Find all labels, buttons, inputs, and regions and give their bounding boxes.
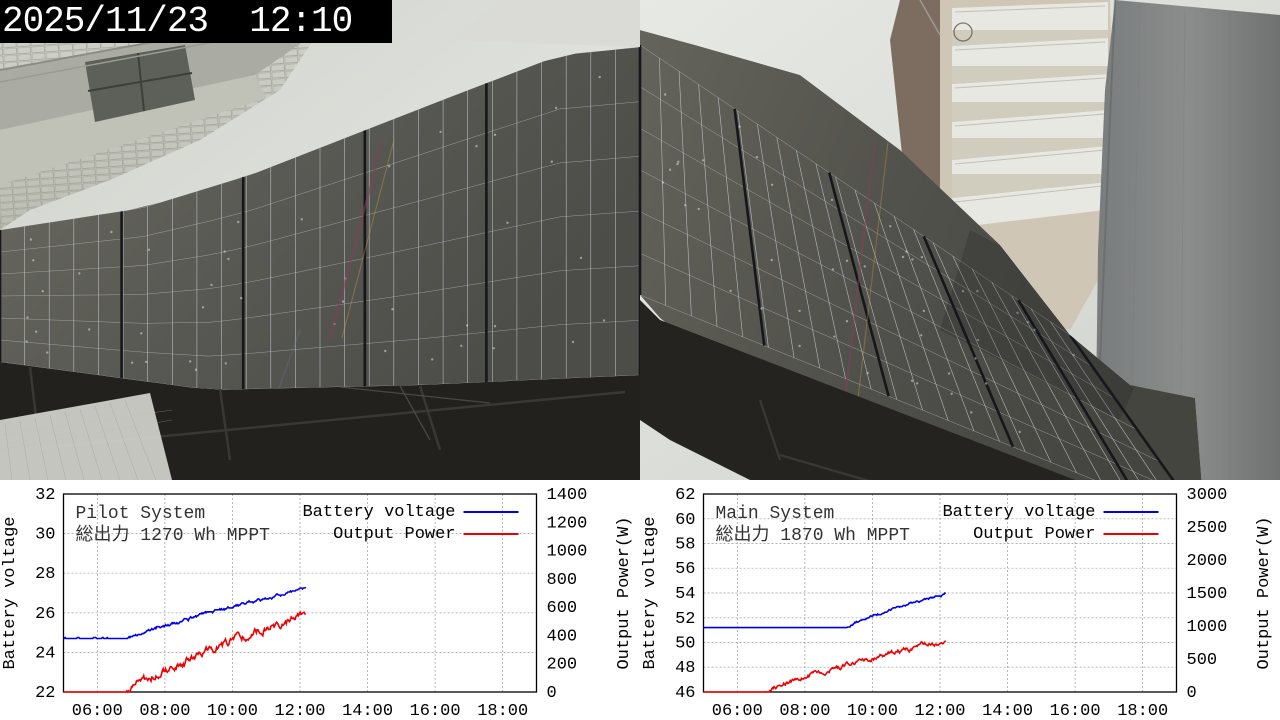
svg-text:56: 56 bbox=[675, 560, 695, 579]
svg-text:1400: 1400 bbox=[547, 486, 588, 505]
svg-text:1000: 1000 bbox=[547, 543, 588, 562]
svg-text:1000: 1000 bbox=[1187, 618, 1228, 637]
svg-text:200: 200 bbox=[547, 656, 578, 675]
svg-text:Battery voltage: Battery voltage bbox=[1, 516, 20, 669]
svg-text:2000: 2000 bbox=[1187, 552, 1228, 571]
svg-text:Battery voltage: Battery voltage bbox=[302, 503, 455, 522]
svg-text:14:00: 14:00 bbox=[982, 702, 1033, 720]
svg-text:総出力 1270 Wh MPPT: 総出力 1270 Wh MPPT bbox=[76, 524, 271, 546]
svg-text:Output Power: Output Power bbox=[973, 525, 1095, 544]
svg-text:14:00: 14:00 bbox=[342, 702, 393, 720]
svg-text:12:00: 12:00 bbox=[914, 702, 965, 720]
svg-text:10:00: 10:00 bbox=[847, 702, 898, 720]
svg-text:26: 26 bbox=[35, 605, 55, 624]
svg-text:Output Power(W): Output Power(W) bbox=[1255, 516, 1274, 669]
svg-text:60: 60 bbox=[675, 511, 695, 530]
svg-text:30: 30 bbox=[35, 526, 55, 545]
svg-text:400: 400 bbox=[547, 627, 578, 646]
svg-text:16:00: 16:00 bbox=[1050, 702, 1101, 720]
svg-text:1200: 1200 bbox=[547, 514, 588, 533]
svg-text:800: 800 bbox=[547, 571, 578, 590]
svg-text:Pilot System: Pilot System bbox=[76, 504, 206, 524]
svg-text:24: 24 bbox=[35, 644, 55, 663]
svg-text:16:00: 16:00 bbox=[410, 702, 461, 720]
svg-text:18:00: 18:00 bbox=[1117, 702, 1168, 720]
svg-text:08:00: 08:00 bbox=[139, 702, 190, 720]
svg-text:54: 54 bbox=[675, 585, 695, 604]
svg-text:1500: 1500 bbox=[1187, 585, 1228, 604]
svg-text:0: 0 bbox=[547, 684, 557, 703]
svg-text:10:00: 10:00 bbox=[207, 702, 258, 720]
svg-text:52: 52 bbox=[675, 610, 695, 629]
svg-text:32: 32 bbox=[35, 486, 55, 505]
svg-text:28: 28 bbox=[35, 565, 55, 584]
svg-text:46: 46 bbox=[675, 684, 695, 703]
svg-text:Output Power: Output Power bbox=[333, 525, 455, 544]
svg-text:62: 62 bbox=[675, 486, 695, 505]
svg-text:2500: 2500 bbox=[1187, 519, 1228, 538]
svg-text:500: 500 bbox=[1187, 651, 1218, 670]
svg-text:58: 58 bbox=[675, 536, 695, 555]
svg-text:Battery voltage: Battery voltage bbox=[641, 516, 660, 669]
svg-text:12:00: 12:00 bbox=[274, 702, 325, 720]
svg-text:3000: 3000 bbox=[1187, 486, 1228, 505]
svg-text:600: 600 bbox=[547, 599, 578, 618]
svg-text:50: 50 bbox=[675, 635, 695, 654]
svg-text:Output Power(W): Output Power(W) bbox=[615, 516, 634, 669]
svg-text:18:00: 18:00 bbox=[477, 702, 528, 720]
svg-text:06:00: 06:00 bbox=[712, 702, 763, 720]
svg-text:06:00: 06:00 bbox=[72, 702, 123, 720]
svg-text:Main System: Main System bbox=[716, 504, 835, 524]
svg-text:22: 22 bbox=[35, 684, 55, 703]
svg-text:08:00: 08:00 bbox=[779, 702, 830, 720]
svg-text:総出力 1870 Wh MPPT: 総出力 1870 Wh MPPT bbox=[716, 524, 911, 546]
svg-text:0: 0 bbox=[1187, 684, 1197, 703]
svg-text:Battery voltage: Battery voltage bbox=[942, 503, 1095, 522]
svg-text:48: 48 bbox=[675, 659, 695, 678]
